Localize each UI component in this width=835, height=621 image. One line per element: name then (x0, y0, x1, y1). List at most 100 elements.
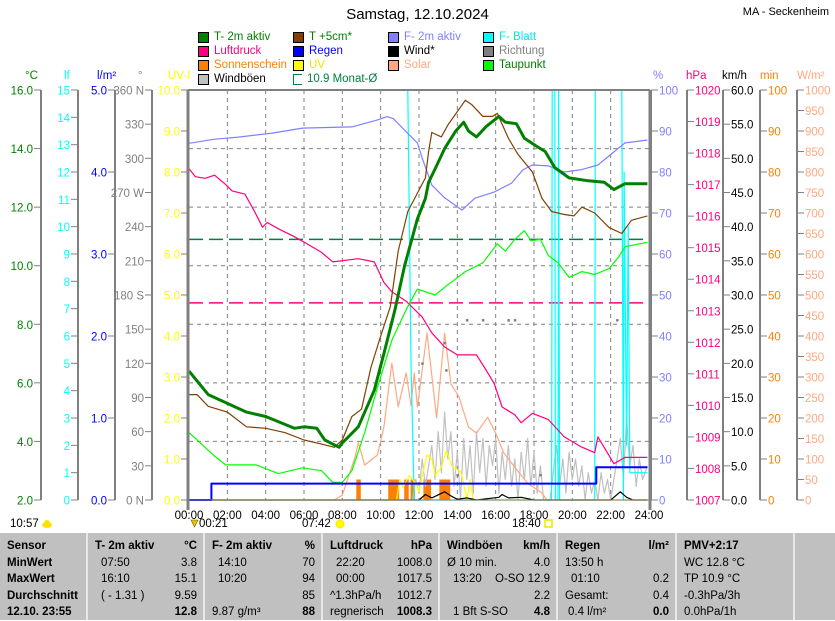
axis-tick-label: 9.0 (164, 127, 180, 139)
cell: -0.3hPa/3h (684, 589, 741, 602)
cell: 07:50 (101, 556, 130, 569)
weather-chart: °C16.014.012.010.08.06.04.02.0lf15141312… (11, 70, 831, 522)
axis-tick-label: 50 (659, 291, 672, 303)
direction-point (481, 319, 485, 322)
axis-tick-label: 550 (805, 270, 824, 282)
x-tick-label: 16:00 (481, 510, 510, 522)
direction-point (539, 473, 542, 477)
legend-item-regen: Regen (293, 45, 343, 57)
axis-tick-label: 13 (57, 140, 70, 152)
swatch-icon (198, 31, 209, 43)
series-f-2m-aktiv (188, 115, 648, 211)
axis-tick-label: 700 (805, 209, 824, 221)
axis-tick-label: 90 (768, 127, 781, 139)
cell: 1008.0 (396, 556, 432, 569)
swatch-icon (483, 31, 494, 43)
cell: T- 2m aktiv (95, 540, 155, 552)
axis-tick-label: 0 (768, 496, 774, 508)
axis-tick-label: 3.0 (91, 250, 107, 262)
cell: O-SO 12.9 (495, 573, 550, 585)
bracket-icon (293, 73, 302, 85)
cell: MinWert (7, 556, 53, 569)
cell: 10:20 (218, 573, 247, 585)
axis-tick-label: 1 (64, 468, 70, 480)
axis-tick-label: 1000 (805, 86, 831, 98)
col-rain: Regen l/m² 13:50 h 01:10 0.2 Gesamt: 0.4 0.… (558, 533, 677, 620)
direction-point (421, 362, 424, 365)
axis-tick-label: 1008 (695, 464, 721, 476)
axis-tick-label: 210 (125, 256, 144, 268)
cell: 0.4 (653, 589, 669, 602)
direction-point (465, 319, 469, 322)
axis-tick-label: 11 (58, 195, 70, 207)
axis-tick-label: 1009 (695, 432, 721, 444)
sunshine-bar (388, 479, 393, 500)
axis-tick-label: 90 (659, 127, 672, 139)
axis-tick-label: 120 (125, 359, 144, 371)
axis-tick-label: 100 (768, 86, 787, 98)
x-tick-label: 18:00 (520, 510, 549, 522)
axis-tick-label: 30 (659, 373, 672, 385)
legend-item-sonnenschein: Sonnenschein (198, 59, 287, 71)
axis-tick-label: 450 (805, 311, 824, 323)
axis-tick-label: 10 (659, 455, 672, 467)
axis-tick-label: 100 (659, 86, 678, 98)
cell: ( - 1.31 ) (101, 589, 145, 602)
cell: F- 2m aktiv (212, 540, 273, 552)
legend-item-richtung: Richtung (483, 45, 544, 57)
legend-item-f2m: F- 2m aktiv (388, 31, 461, 43)
cell: 22:20 (336, 556, 365, 569)
axis-tick-label: 7.0 (164, 209, 180, 221)
axis-tick-label: 0.0 (731, 496, 747, 508)
axis-unit-rain: l/m² (97, 70, 116, 82)
x-tick-label: 02:00 (213, 510, 242, 522)
series-uv (189, 450, 648, 501)
legend-item-taupunkt: Taupunkt (483, 59, 546, 71)
cell: 4.0 (534, 556, 550, 569)
moonset-time: 00:21 (190, 518, 228, 530)
axis-tick-label: 1019 (695, 117, 721, 129)
cell: ^1.3hPa/h (330, 589, 382, 602)
axis-tick-label: 950 (805, 106, 824, 118)
axis-tick-label: 4.0 (164, 332, 180, 344)
axis-tick-label: 8 (64, 277, 70, 289)
axis-tick-label: 10.0 (158, 86, 180, 98)
axis-tick-label: 300 (805, 373, 824, 385)
legend-label: F- 2m aktiv (404, 31, 461, 43)
legend-item-wind: Wind* (388, 45, 435, 57)
axis-unit-temp: °C (25, 70, 38, 82)
axis-tick-label: 1014 (695, 275, 721, 287)
axis-tick-label: 5.0 (91, 86, 107, 98)
swatch-icon (293, 59, 304, 71)
series-luftdruck (188, 168, 648, 465)
axis-tick-label: 80 (659, 168, 672, 180)
sunshine-bar (356, 479, 361, 500)
cell: l/m² (648, 540, 669, 552)
axis-tick-label: 1.0 (164, 455, 180, 467)
axis-tick-label: 1011 (695, 369, 720, 381)
sunset-time: 18:40 (512, 518, 554, 530)
cloud-time-label: 10:57 (10, 518, 39, 530)
axis-tick-label: 1010 (695, 401, 721, 413)
axis-tick-label: 55.0 (731, 120, 753, 132)
cell: 85 (302, 589, 315, 602)
axis-tick-label: 5 (64, 359, 70, 371)
cloud-time: 10:57 (10, 518, 53, 530)
axis-tick-label: 8.0 (164, 168, 180, 180)
cell: 12.8 (174, 606, 197, 618)
axis-tick-label: 80 (768, 168, 781, 180)
cell: °C (184, 540, 197, 552)
x-tick-label: 00:00 (175, 510, 204, 522)
axis-unit-dir: ° (138, 70, 143, 82)
axis-tick-label: 800 (805, 168, 824, 180)
sunshine-bar (394, 479, 400, 500)
cell: 16:10 (101, 573, 130, 585)
axis-tick-label: 1012 (695, 338, 721, 350)
legend-label: T +5cm* (309, 31, 352, 43)
cell: km/h (523, 540, 550, 552)
axis-tick-label: 650 (805, 229, 824, 241)
legend-label: F- Blatt (499, 31, 537, 43)
axis-tick-label: 50.0 (731, 154, 753, 166)
axis-tick-label: 60 (131, 427, 144, 439)
x-tick-label: 14:00 (443, 510, 472, 522)
